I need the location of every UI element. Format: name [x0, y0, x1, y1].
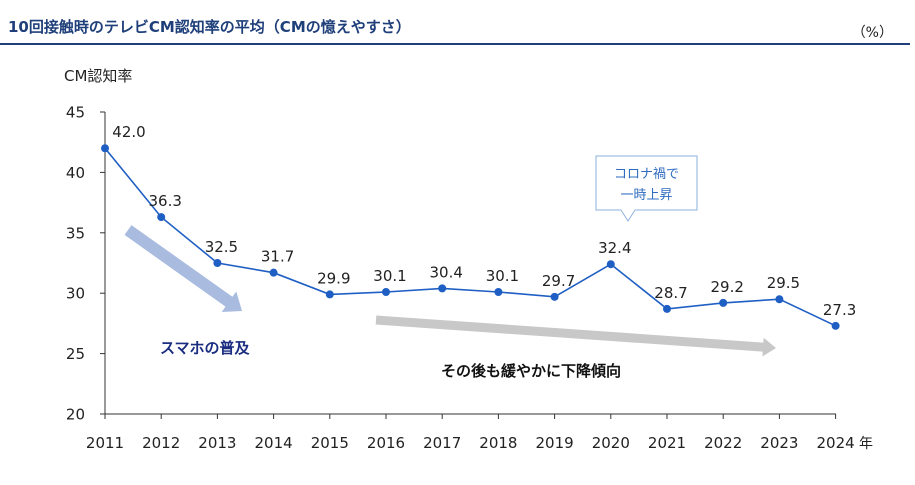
- data-label: 31.7: [261, 248, 294, 266]
- x-tick-label: 2017: [423, 434, 461, 452]
- data-point: [382, 287, 390, 296]
- data-point: [101, 144, 109, 153]
- covid-callout-line2: 一時上昇: [620, 188, 672, 203]
- x-tick-label: 2013: [198, 434, 236, 452]
- data-point: [213, 259, 222, 267]
- data-point: [269, 268, 278, 277]
- data-label: 32.5: [205, 238, 238, 256]
- header: 10回接触時のテレビCM認知率の平均（CMの憶えやすさ） （%）: [0, 0, 915, 45]
- x-tick-label: 2012: [142, 434, 180, 452]
- data-label: 28.7: [654, 284, 687, 302]
- covid-callout-box: [595, 155, 698, 222]
- y-axis-title: CM認知率: [64, 67, 132, 85]
- x-tick-label: 2015: [311, 434, 349, 452]
- data-label: 32.4: [598, 239, 631, 257]
- x-tick-label: 2018: [479, 434, 517, 452]
- annotation-smartphone: スマホの普及: [160, 339, 251, 357]
- y-tick-label: 35: [66, 224, 85, 242]
- data-point: [606, 260, 615, 269]
- data-point: [494, 287, 503, 296]
- series-line: [104, 147, 836, 327]
- x-tick-label: 2011: [86, 434, 124, 452]
- x-tick-label: 2016: [367, 434, 405, 452]
- data-point: [775, 295, 784, 304]
- data-point: [719, 298, 728, 307]
- x-tick-label: 2024: [817, 434, 855, 452]
- y-tick-label: 45: [66, 104, 85, 122]
- y-tick-label: 20: [66, 406, 85, 424]
- data-label: 36.3: [148, 192, 181, 210]
- covid-callout-line1: コロナ禍で: [614, 166, 679, 182]
- annotation-decline: その後も緩やかに下降傾向: [441, 362, 621, 380]
- title-underline: [0, 43, 910, 45]
- x-tick-label: 2014: [255, 434, 293, 452]
- x-tick-label: 2021: [648, 434, 686, 452]
- data-point: [663, 304, 671, 313]
- decline-trend-arrow: [375, 315, 776, 357]
- chart-title: 10回接触時のテレビCM認知率の平均（CMの憶えやすさ）: [8, 18, 411, 36]
- smartphone-trend-arrow: [124, 225, 242, 312]
- y-tick-label: 25: [66, 345, 85, 363]
- data-label: 30.4: [429, 263, 462, 281]
- data-label: 29.9: [317, 269, 350, 287]
- data-point: [550, 292, 559, 301]
- data-point: [157, 213, 166, 222]
- x-tick-label: 2019: [536, 434, 574, 452]
- data-label: 29.2: [710, 278, 743, 296]
- y-tick-label: 30: [66, 285, 85, 303]
- data-point: [325, 290, 334, 299]
- data-label: 29.5: [767, 274, 800, 292]
- data-label: 30.1: [373, 267, 406, 285]
- data-point: [831, 321, 840, 330]
- unit-label: （%）: [851, 25, 893, 41]
- data-point: [438, 284, 447, 293]
- x-tick-label: 2022: [704, 434, 742, 452]
- data-label: 29.7: [542, 272, 575, 290]
- x-tick-label: 2020: [592, 434, 630, 452]
- y-tick-label: 40: [66, 164, 85, 182]
- data-label: 42.0: [112, 123, 145, 141]
- data-label: 27.3: [823, 301, 856, 319]
- x-axis-unit: 年: [859, 436, 873, 452]
- data-label: 30.1: [486, 267, 519, 285]
- x-tick-label: 2023: [760, 434, 798, 452]
